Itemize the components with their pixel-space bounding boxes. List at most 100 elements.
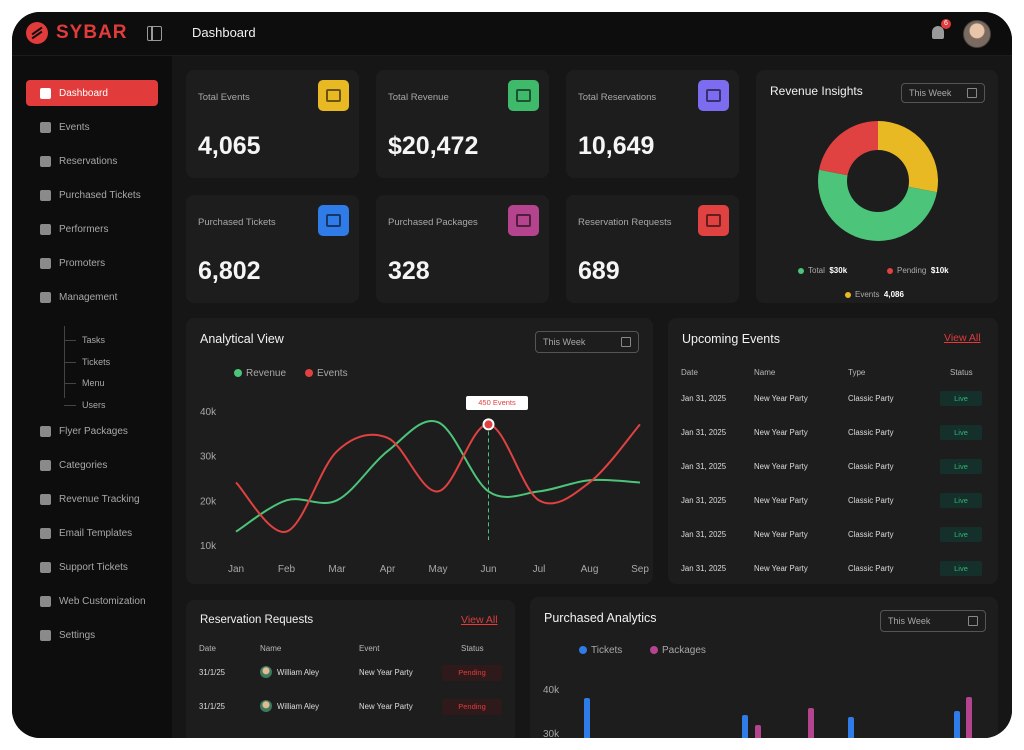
money-bag-icon [508, 80, 539, 111]
legend-dot [234, 369, 242, 378]
y-tick-label: 20k [200, 496, 217, 507]
email-icon [40, 527, 51, 539]
management-icon [40, 291, 51, 303]
submenu-item-tasks[interactable]: Tasks [82, 335, 106, 345]
legend-label: Packages [662, 645, 706, 656]
submenu-item-tickets[interactable]: Tickets [82, 357, 111, 367]
purchased-analytics-card: Purchased Analytics This Week Tickets Pa… [530, 597, 998, 738]
performers-icon [40, 223, 51, 235]
dashboard-icon [40, 87, 51, 99]
stat-label: Reservation Requests [578, 217, 672, 228]
table-cell: Jan 31, 2025 [681, 462, 727, 471]
revenue-icon [40, 493, 51, 505]
sidebar-item-promoters[interactable]: Promoters [26, 250, 158, 276]
status-badge: Pending [442, 665, 502, 681]
support-icon [40, 561, 51, 573]
table-cell: New Year Party [359, 702, 413, 711]
sidebar-collapse-icon[interactable] [147, 26, 162, 41]
brand-name: SYBAR [56, 22, 128, 43]
range-select[interactable]: This Week [901, 83, 985, 103]
status-badge: Live [940, 459, 982, 474]
donut-chart [818, 121, 938, 241]
sidebar-item-label: Flyer Packages [59, 425, 128, 437]
sidebar: Dashboard Events Reservations Purchased … [12, 56, 172, 738]
submenu-item-menu[interactable]: Menu [82, 378, 105, 388]
legend-item-packages: Packages [650, 645, 706, 656]
status-badge: Live [940, 425, 982, 440]
table-cell: New Year Party [754, 394, 808, 403]
submenu-tick [64, 383, 76, 384]
submenu-tick [64, 362, 76, 363]
legend-label: Pending [897, 266, 927, 275]
sidebar-item-label: Events [59, 121, 90, 133]
promoters-icon [40, 257, 51, 269]
table-cell: New Year Party [754, 564, 808, 573]
sidebar-item-label: Purchased Tickets [59, 189, 141, 201]
sidebar-item-purchased-tickets[interactable]: Purchased Tickets [26, 182, 158, 208]
table-cell: Classic Party [848, 462, 894, 471]
sidebar-item-label: Management [59, 291, 118, 303]
range-select[interactable]: This Week [535, 331, 639, 353]
x-tick-label: Jan [228, 564, 244, 575]
stat-card-total-revenue: Total Revenue $20,472 [376, 70, 549, 178]
bell-icon[interactable] [932, 26, 944, 39]
sidebar-item-performers[interactable]: Performers [26, 216, 158, 242]
package-icon [508, 205, 539, 236]
table-cell: Classic Party [848, 530, 894, 539]
submenu-tick [64, 340, 76, 341]
y-tick-label: 40k [543, 685, 560, 696]
bar-tickets [584, 698, 590, 738]
range-label: This Week [543, 337, 586, 347]
sidebar-item-management[interactable]: Management [26, 284, 158, 310]
sidebar-item-label: Promoters [59, 257, 106, 269]
x-tick-label: Aug [581, 564, 599, 575]
ticket-icon [40, 189, 51, 201]
donut-slice-events [878, 121, 938, 193]
user-avatar[interactable] [963, 20, 991, 48]
stat-label: Purchased Tickets [198, 217, 276, 228]
marker-point [482, 418, 495, 431]
range-select[interactable]: This Week [880, 610, 986, 632]
sidebar-item-dashboard[interactable]: Dashboard [26, 80, 158, 106]
card-title: Revenue Insights [770, 84, 863, 98]
donut-slice-total [818, 169, 937, 241]
x-tick-label: Jun [480, 564, 496, 575]
sidebar-item-support-tickets[interactable]: Support Tickets [26, 554, 158, 580]
sidebar-item-web-customization[interactable]: Web Customization [26, 588, 158, 614]
sidebar-item-revenue-tracking[interactable]: Revenue Tracking [26, 486, 158, 512]
reservation-requests-card: Reservation Requests View All Date Name … [186, 600, 515, 738]
table-cell: 31/1/25 [199, 702, 226, 711]
legend-dot [798, 267, 804, 274]
sidebar-item-reservations[interactable]: Reservations [26, 148, 158, 174]
view-all-link[interactable]: View All [944, 332, 981, 344]
stat-value: 689 [578, 257, 620, 285]
y-tick-label: 30k [543, 729, 560, 738]
reservation-icon [40, 155, 51, 167]
revenue-insights-card: Revenue Insights This Week Total $30k Pe… [756, 70, 998, 303]
app-frame: SYBAR Dashboard 6 Dashboard Events Reser… [12, 12, 1012, 738]
submenu-item-users[interactable]: Users [82, 400, 106, 410]
sidebar-item-email-templates[interactable]: Email Templates [26, 520, 158, 546]
table-cell: Jan 31, 2025 [681, 530, 727, 539]
legend-label: Events [317, 368, 348, 379]
series-line-events [235, 423, 641, 533]
range-label: This Week [888, 616, 931, 626]
column-header: Date [681, 368, 698, 377]
calendar-icon [967, 88, 977, 98]
table-cell: William Aley [277, 668, 320, 677]
legend-value: 4,086 [883, 290, 904, 299]
x-tick-label: Feb [278, 564, 296, 575]
legend-item-revenue: Revenue [234, 368, 286, 379]
sidebar-item-label: Performers [59, 223, 109, 235]
brand-logo[interactable]: SYBAR [26, 22, 128, 44]
avatar [260, 700, 272, 712]
sidebar-item-events[interactable]: Events [26, 114, 158, 140]
sidebar-item-flyer-packages[interactable]: Flyer Packages [26, 418, 158, 444]
sidebar-item-settings[interactable]: Settings [26, 622, 158, 648]
sidebar-item-categories[interactable]: Categories [26, 452, 158, 478]
view-all-link[interactable]: View All [461, 614, 498, 626]
x-tick-label: May [429, 564, 448, 575]
stat-value: 328 [388, 257, 430, 285]
logo-icon [26, 22, 48, 44]
x-tick-label: Sep [631, 564, 649, 575]
